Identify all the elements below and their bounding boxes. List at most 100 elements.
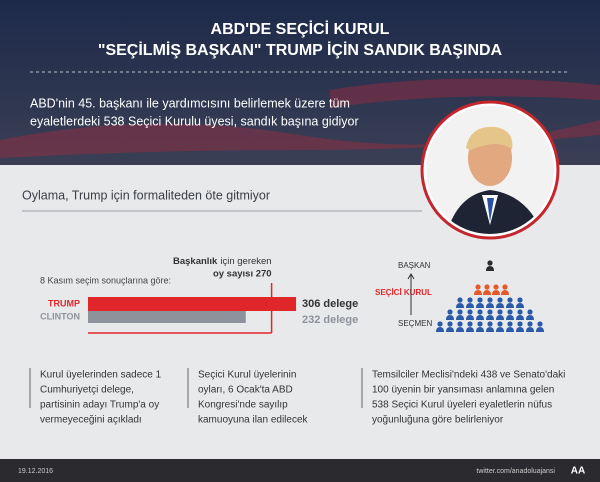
person-body — [446, 315, 454, 320]
person-head — [457, 309, 463, 315]
note-text: 100 üyenin bir yansıması anlamına gelen — [372, 385, 554, 396]
note-text: yoğunluğuna göre belirleniyor — [372, 415, 504, 426]
title: ABD'DE SEÇİCİ KURUL — [211, 20, 390, 38]
person-body — [526, 315, 534, 320]
person-head — [517, 309, 523, 315]
person-head — [457, 321, 463, 327]
person-body — [476, 303, 484, 308]
person-body — [466, 303, 474, 308]
pyramid-label: SEÇİCİ KURUL — [375, 288, 432, 297]
note-text: kamuoyuna ilan edilecek — [198, 415, 309, 426]
subtitle: eyaletlerdeki 538 Seçici Kurulu üyesi, s… — [30, 114, 359, 128]
person-head — [487, 297, 493, 303]
title: "SEÇİLMİŞ BAŞKAN" TRUMP İÇİN SANDIK BAŞI… — [98, 41, 503, 59]
value-label: 306 delege — [302, 298, 358, 310]
person-head — [487, 309, 493, 315]
arrow — [407, 273, 415, 315]
person-head — [467, 297, 473, 303]
person-head — [477, 321, 483, 327]
note-text: Kongresi'nde sayılıp — [198, 400, 288, 411]
note-text: oyları, 6 Ocak'ta ABD — [198, 385, 293, 396]
person-body — [466, 315, 474, 320]
person-body — [486, 303, 494, 308]
person-head — [507, 309, 513, 315]
person-body — [506, 315, 514, 320]
section-title: Oylama, Trump için formaliteden öte gitm… — [22, 188, 270, 202]
person-body — [486, 327, 494, 332]
person-head — [502, 284, 508, 290]
person-body — [506, 327, 514, 332]
person-body — [476, 315, 484, 320]
pyramid-label: BAŞKAN — [398, 261, 431, 270]
chart-note: 8 Kasım seçim sonuçlarına göre: — [40, 275, 171, 285]
person-body — [496, 315, 504, 320]
person-body — [476, 327, 484, 332]
person-body — [516, 303, 524, 308]
person-head — [437, 321, 443, 327]
person-body — [456, 315, 464, 320]
note-text: Kurul üyelerinden sadece 1 — [40, 370, 162, 381]
person-body — [496, 327, 504, 332]
person-body — [492, 290, 500, 295]
person-head — [487, 260, 493, 266]
person-head — [487, 321, 493, 327]
bar — [88, 311, 246, 323]
threshold-label-part: için gereken — [220, 256, 271, 267]
note-text: Cumhuriyetçi delege, — [40, 385, 134, 396]
person-body — [486, 266, 494, 271]
person-body — [516, 327, 524, 332]
person-head — [467, 321, 473, 327]
category-label: TRUMP — [48, 298, 80, 308]
person-head — [493, 284, 499, 290]
person-body — [501, 290, 509, 295]
threshold-label: oy sayısı 270 — [213, 269, 272, 280]
person-head — [477, 297, 483, 303]
person-body — [436, 327, 444, 332]
note-text: 538 Seçici Kurul üyeleri eyaletlerin nüf… — [372, 400, 552, 411]
person-head — [447, 309, 453, 315]
date: 19.12.2016 — [18, 468, 53, 475]
value-label: 232 delege — [302, 314, 358, 326]
threshold-label-part: Başkanlık — [173, 256, 218, 267]
person-head — [537, 321, 543, 327]
person-body — [536, 327, 544, 332]
note-text: partisinin adayı Trump'a oy — [40, 400, 159, 411]
source: twitter.com/anadoluajansi — [476, 468, 555, 475]
person-head — [527, 321, 533, 327]
person-head — [467, 309, 473, 315]
person-head — [517, 297, 523, 303]
pyramid — [436, 260, 544, 332]
threshold-label: Başkanlık için gereken — [173, 256, 272, 267]
footer-bar — [0, 459, 600, 482]
person-head — [497, 309, 503, 315]
person-head — [497, 321, 503, 327]
person-body — [446, 327, 454, 332]
person-head — [457, 297, 463, 303]
note-text: vermeyeceğini açıkladı — [40, 415, 142, 426]
person-body — [466, 327, 474, 332]
note-text: Temsilciler Meclisi'ndeki 438 ve Senato'… — [372, 370, 565, 381]
logo: AA — [571, 466, 585, 477]
person-body — [486, 315, 494, 320]
person-head — [527, 309, 533, 315]
flag-stripes — [0, 78, 600, 158]
person-head — [477, 309, 483, 315]
person-body — [456, 303, 464, 308]
person-head — [517, 321, 523, 327]
person-body — [456, 327, 464, 332]
person-head — [484, 284, 490, 290]
bar — [88, 297, 297, 311]
person-head — [475, 284, 481, 290]
person-body — [526, 327, 534, 332]
person-head — [497, 297, 503, 303]
person-body — [516, 315, 524, 320]
subtitle: ABD'nin 45. başkanı ile yardımcısını bel… — [30, 96, 350, 110]
person-body — [496, 303, 504, 308]
category-label: CLINTON — [40, 311, 80, 321]
pyramid-label: SEÇMEN — [398, 319, 432, 328]
person-head — [507, 321, 513, 327]
note-text: Seçici Kurul üyelerinin — [198, 370, 296, 381]
person-body — [483, 290, 491, 295]
person-head — [447, 321, 453, 327]
